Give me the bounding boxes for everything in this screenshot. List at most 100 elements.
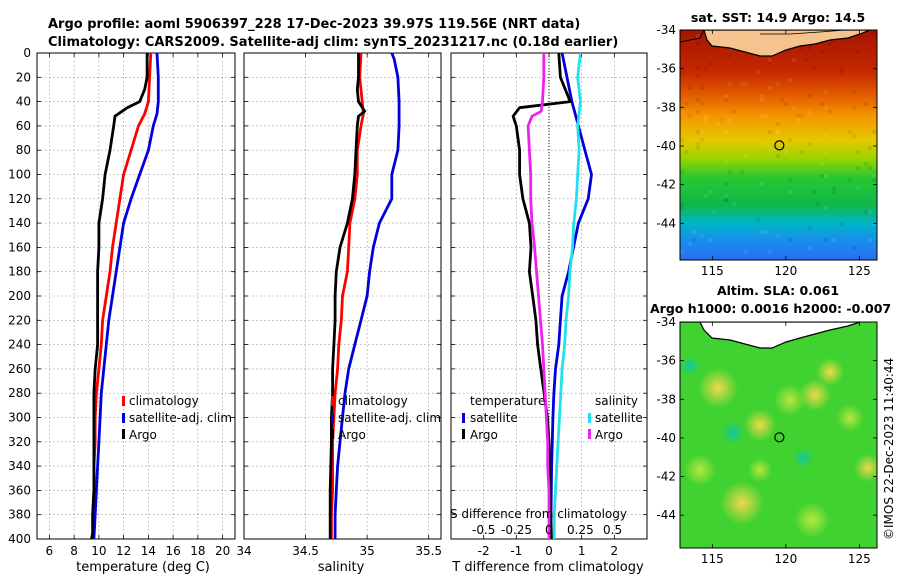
depth-tick-label: 120 xyxy=(8,192,31,206)
sst-pixel xyxy=(740,82,744,86)
sst-pixel xyxy=(788,138,792,142)
sst-pixel xyxy=(716,122,720,126)
s-tick-label: -0.25 xyxy=(501,523,532,537)
sst-pixel xyxy=(768,62,772,66)
sst-pixel xyxy=(760,142,764,146)
sst-pixel xyxy=(816,202,820,206)
sst-pixel xyxy=(780,98,784,102)
t-difference-axis-label: T difference from climatology xyxy=(451,560,644,575)
map-x-tick-label: 120 xyxy=(774,264,797,278)
sla-map-frame xyxy=(679,321,878,549)
sst-pixel xyxy=(820,50,824,54)
depth-tick-label: 180 xyxy=(8,265,31,279)
map-y-tick-label: -44 xyxy=(656,508,676,522)
australia-coastline xyxy=(680,322,861,349)
x-tick-label: 35.5 xyxy=(415,544,442,558)
x-tick-label: 18 xyxy=(190,544,205,558)
sst-pixel xyxy=(680,70,684,74)
sst-pixel xyxy=(724,182,728,186)
sst-pixel xyxy=(820,174,824,178)
sst-pixel xyxy=(852,246,856,250)
sst-pixel xyxy=(812,66,816,70)
salinity-profile-panel: 34 34.5 35 35.5 xyxy=(236,52,442,558)
depth-tick-label: 20 xyxy=(16,70,31,84)
sst-pixel xyxy=(820,162,824,166)
depth-tick-label: 200 xyxy=(8,289,31,303)
legend-swatch-temp-satellite xyxy=(462,413,465,423)
legend-swatch-satellite xyxy=(331,413,334,423)
sst-pixel xyxy=(744,154,748,158)
sst-pixel xyxy=(688,242,692,246)
sst-map-frame xyxy=(679,29,878,261)
sst-pixel xyxy=(776,234,780,238)
map-y-tick-label: -42 xyxy=(656,470,676,484)
sst-pixel xyxy=(872,30,876,34)
legend-swatch-climatology xyxy=(122,396,125,406)
sst-pixel xyxy=(872,222,876,226)
depth-tick-label: 160 xyxy=(8,240,31,254)
sla-map-axes: -34 -36 -38 -40 -42 -44 115 120 125 xyxy=(656,315,877,566)
sla-anomaly-blob xyxy=(744,409,776,441)
sst-pixel xyxy=(760,114,764,118)
map-y-tick-label: -38 xyxy=(656,392,676,406)
series-line-argo xyxy=(328,53,367,539)
temperature-legend: climatology satellite-adj. clim Argo xyxy=(122,394,232,442)
sst-pixel xyxy=(704,118,708,122)
sst-pixel xyxy=(768,130,772,134)
sst-pixel xyxy=(872,174,876,178)
sst-pixel xyxy=(808,142,812,146)
sst-pixel xyxy=(824,206,828,210)
sst-pixel xyxy=(728,118,732,122)
figure-title-line1: Argo profile: aoml 5906397_228 17-Dec-20… xyxy=(48,17,580,32)
sst-pixel xyxy=(832,238,836,242)
sst-pixel xyxy=(756,218,760,222)
map-y-tick-label: -42 xyxy=(656,178,676,192)
sst-pixel xyxy=(868,210,872,214)
sla-map: Altim. SLA: 0.061 Argo h1000: 0.0016 h20… xyxy=(650,283,891,566)
sst-pixel xyxy=(808,46,812,50)
sla-anomaly-blob xyxy=(793,448,813,468)
s-tick-label: 0.25 xyxy=(567,523,594,537)
sst-pixel xyxy=(852,106,856,110)
sst-pixel xyxy=(692,238,696,242)
sst-pixel xyxy=(808,110,812,114)
x-tick-label: 20 xyxy=(215,544,230,558)
legend-label-satellite: satellite-adj. clim xyxy=(338,411,441,425)
legend-heading-salinity: salinity xyxy=(595,394,638,408)
sst-map-axes: -34 -36 -38 -40 -42 -44 115 120 125 xyxy=(656,23,877,278)
legend-label-sal-satellite: satellite xyxy=(595,411,643,425)
sst-pixel xyxy=(820,102,824,106)
legend-swatch-temp-argo xyxy=(462,429,465,439)
depth-tick-label: 0 xyxy=(23,46,31,60)
sst-pixel xyxy=(768,226,772,230)
sst-pixel xyxy=(864,102,868,106)
sst-pixel xyxy=(824,174,828,178)
depth-tick-label: 140 xyxy=(8,216,31,230)
sst-pixel xyxy=(804,58,808,62)
map-x-tick-label: 125 xyxy=(848,552,871,566)
sst-pixel xyxy=(812,190,816,194)
map-y-tick-label: -34 xyxy=(656,23,676,37)
legend-label-argo: Argo xyxy=(129,428,157,442)
sst-pixel xyxy=(764,114,768,118)
figure-title-line2: Climatology: CARS2009. Satellite-adj cli… xyxy=(48,35,618,50)
sst-pixel xyxy=(708,190,712,194)
series-line-argo xyxy=(90,53,149,540)
legend-swatch-sal-satellite xyxy=(588,413,591,423)
map-x-tick-label: 120 xyxy=(774,552,797,566)
sst-pixel xyxy=(696,98,700,102)
difference-legend: temperature satellite Argo salinity sate… xyxy=(462,394,643,442)
sst-pixel xyxy=(696,42,700,46)
map-y-tick-label: -40 xyxy=(656,139,676,153)
x-tick-label: 0 xyxy=(545,544,553,558)
legend-swatch-argo xyxy=(122,429,125,439)
sst-pixel xyxy=(768,146,772,150)
sst-pixel xyxy=(824,106,828,110)
sst-pixel xyxy=(684,102,688,106)
depth-tick-label: 320 xyxy=(8,435,31,449)
depth-tick-label: 100 xyxy=(8,168,31,182)
x-tick-label: 35 xyxy=(359,544,374,558)
australia-coastline xyxy=(703,30,871,57)
sst-pixel xyxy=(768,250,772,254)
depth-tick-label: 220 xyxy=(8,313,31,327)
